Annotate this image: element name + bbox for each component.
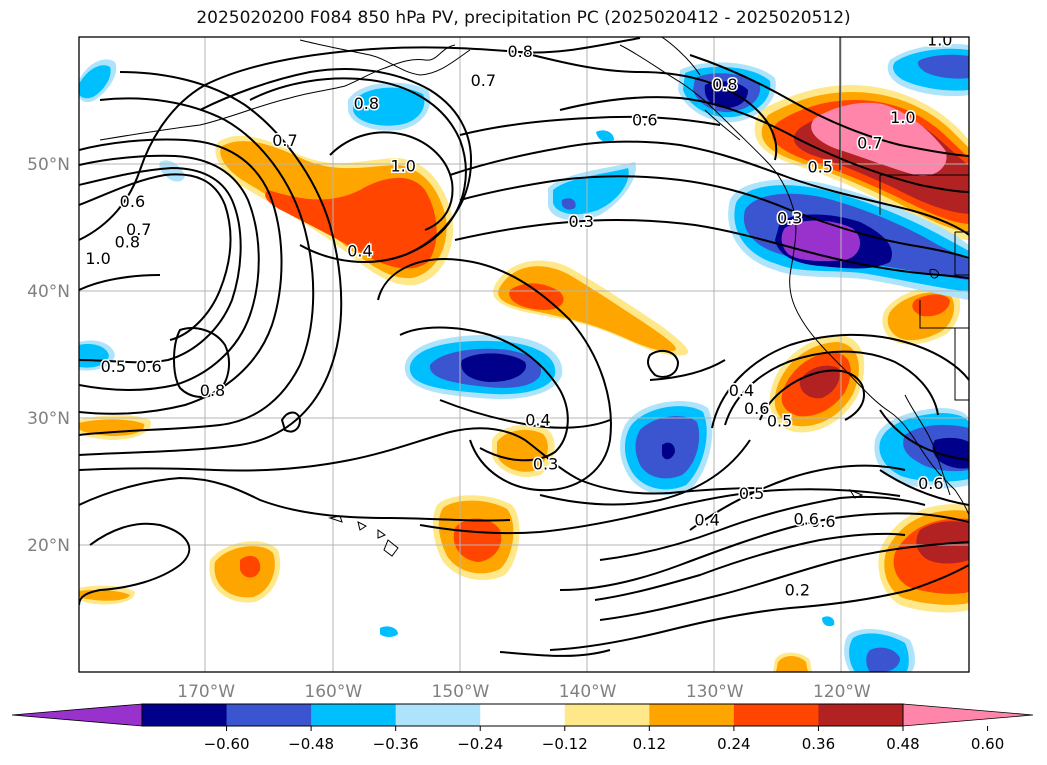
contour-label: 0.5 bbox=[739, 484, 764, 503]
contour-label: 0.6 bbox=[918, 474, 943, 493]
colorbar-segment bbox=[395, 704, 481, 726]
colorbar-tick-label: 0.36 bbox=[802, 735, 835, 753]
contour-label: 0.8 bbox=[200, 381, 225, 400]
colorbar-frame bbox=[141, 703, 904, 727]
contour-label: 0.8 bbox=[712, 75, 737, 94]
contour-label: 1.0 bbox=[85, 249, 110, 268]
contour-label: 0.6 bbox=[794, 509, 819, 528]
lat-tick-label: 30°N bbox=[27, 409, 70, 429]
contour-label: 0.4 bbox=[347, 241, 372, 260]
contour-label: 0.7 bbox=[471, 71, 496, 90]
contour-label: 0.8 bbox=[354, 94, 379, 113]
latitude-labels: 20°N 30°N 40°N 50°N bbox=[27, 155, 70, 556]
colorbar-tick-label: −0.24 bbox=[457, 735, 503, 753]
lon-tick-label: 150°W bbox=[432, 682, 490, 702]
contour-label: 0.4 bbox=[729, 381, 754, 400]
lat-tick-label: 50°N bbox=[27, 155, 70, 175]
contour-label: 0.3 bbox=[568, 212, 593, 231]
contour-label: 0.3 bbox=[533, 455, 558, 474]
colorbar: −0.60 −0.48 −0.36 −0.24 −0.12 0.12 0.24 0.36 0.4… bbox=[11, 703, 1034, 753]
contour-label: 0.6 bbox=[810, 512, 835, 531]
contour-label: 1.0 bbox=[927, 31, 952, 50]
colorbar-segment bbox=[733, 704, 819, 726]
colorbar-tick-label: −0.12 bbox=[542, 735, 588, 753]
contour-labels: 0.80.7 0.80.60.80.71.00.60.70.81.0 0.40.3 0… bbox=[84, 31, 954, 601]
colorbar-segment bbox=[311, 704, 397, 726]
lon-tick-label: 160°W bbox=[304, 682, 362, 702]
contour-label: 0.4 bbox=[694, 511, 719, 530]
lon-tick-label: 130°W bbox=[686, 682, 744, 702]
colorbar-extend-high bbox=[902, 703, 1034, 727]
colorbar-tick-label: 0.24 bbox=[717, 735, 750, 753]
contour-label: 0.5 bbox=[101, 357, 126, 376]
colorbar-segment bbox=[480, 704, 566, 726]
colorbar-tick-label: 0.60 bbox=[971, 735, 1004, 753]
colorbar-tick-label: −0.36 bbox=[373, 735, 419, 753]
coastlines bbox=[99, 37, 969, 557]
grid-lines bbox=[79, 37, 969, 672]
colorbar-segment bbox=[649, 704, 735, 726]
longitude-labels: 170°W 160°W 150°W 140°W 130°W 120°W bbox=[177, 682, 871, 702]
colorbar-extend-low bbox=[11, 703, 143, 727]
colorbar-tick-label: 0.12 bbox=[633, 735, 666, 753]
contour-label: 0.6 bbox=[136, 357, 161, 376]
contour-label: 0.7 bbox=[857, 133, 882, 152]
contour-label: 0.5 bbox=[767, 412, 792, 431]
colorbar-tick-label: 0.48 bbox=[886, 735, 919, 753]
map-frame bbox=[78, 36, 970, 673]
contour-label: 1.0 bbox=[390, 156, 415, 175]
lon-tick-label: 120°W bbox=[813, 682, 871, 702]
contour-label: 0.8 bbox=[115, 232, 140, 251]
contour-label: 0.4 bbox=[525, 410, 550, 429]
chart-title: 2025020200 F084 850 hPa PV, precipitatio… bbox=[196, 8, 851, 28]
contour-label: 0.5 bbox=[808, 158, 833, 177]
lon-tick-label: 170°W bbox=[177, 682, 235, 702]
colorbar-segment bbox=[142, 704, 228, 726]
colorbar-tick-label: −0.48 bbox=[288, 735, 334, 753]
lon-tick-label: 140°W bbox=[559, 682, 617, 702]
colorbar-tick-label: −0.60 bbox=[204, 735, 250, 753]
contour-label: 0.3 bbox=[777, 208, 802, 227]
lat-tick-label: 40°N bbox=[27, 282, 70, 302]
pv-contours bbox=[79, 37, 969, 657]
colorbar-segment bbox=[564, 704, 650, 726]
contour-label: 1.0 bbox=[890, 108, 915, 127]
lat-tick-label: 20°N bbox=[27, 536, 70, 556]
contour-label: 0.7 bbox=[126, 220, 151, 239]
contour-label: 0.7 bbox=[272, 131, 297, 150]
map-area: 0.80.7 0.80.60.80.71.00.60.70.81.0 0.40.3 0… bbox=[79, 31, 969, 672]
contour-label: 0.6 bbox=[632, 111, 657, 130]
contour-label: 0.6 bbox=[120, 192, 145, 211]
contour-label: 0.6 bbox=[744, 399, 769, 418]
colorbar-segment bbox=[818, 704, 904, 726]
contour-label: 0.2 bbox=[785, 580, 810, 599]
contour-label: 0.8 bbox=[507, 42, 532, 61]
colorbar-segment bbox=[226, 704, 312, 726]
